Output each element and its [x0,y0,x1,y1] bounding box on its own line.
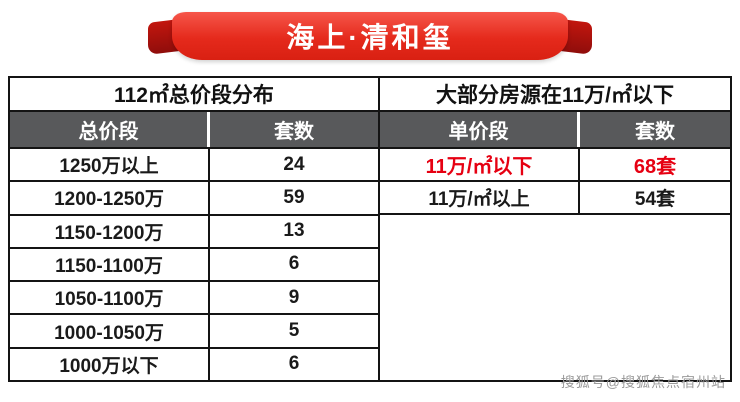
unit-price-table-body: 11万/㎡以下 68套 11万/㎡以上 54套 [380,149,730,380]
table-row: 11万/㎡以上 54套 [380,182,730,215]
table-row: 1050-1100万 9 [10,282,378,316]
total-price-table-body: 1250万以上 24 1200-1250万 59 1150-1200万 13 1… [10,149,378,380]
total-price-table-title: 112㎡总价段分布 [10,78,378,112]
price-range-cell: 1150-1100万 [10,248,210,281]
column-header-unit-price-range: 单价段 [380,112,580,147]
ribbon-center: 海上·清和玺 [172,12,568,60]
count-cell: 6 [288,353,300,375]
count-cell: 9 [288,286,300,308]
price-tables: 112㎡总价段分布 总价段 套数 1250万以上 24 1200-1250万 5… [8,76,732,382]
column-header-total-price-range: 总价段 [10,112,210,147]
column-header-total-price-count: 套数 [210,112,378,147]
table-row-highlighted: 11万/㎡以下 68套 [380,149,730,182]
table-row: 1200-1250万 59 [10,182,378,216]
unit-price-table: 大部分房源在11万/㎡以下 单价段 套数 11万/㎡以下 68套 11万/㎡以上… [380,78,730,380]
unit-price-range-cell: 11万/㎡以下 [380,149,580,180]
unit-price-range-cell: 11万/㎡以上 [380,182,580,213]
page-title: 海上·清和玺 [286,22,454,53]
table-row: 1250万以上 24 [10,149,378,183]
count-cell: 13 [283,220,305,242]
price-range-cell: 1000万以下 [10,348,210,380]
price-range-cell: 1250万以上 [10,149,210,181]
table-row: 1150-1200万 13 [10,215,378,249]
unit-price-column-header: 单价段 套数 [380,112,730,149]
count-cell: 59 [283,186,305,208]
count-cell: 54套 [634,189,676,210]
total-price-table: 112㎡总价段分布 总价段 套数 1250万以上 24 1200-1250万 5… [10,78,380,380]
table-row: 1000万以下 6 [10,348,378,380]
price-range-cell: 1000-1050万 [10,315,210,347]
table-row: 1000-1050万 5 [10,315,378,349]
column-header-unit-price-count: 套数 [580,112,730,147]
count-cell: 24 [283,153,305,175]
empty-table-area [380,215,730,380]
price-range-cell: 1050-1100万 [10,282,210,314]
count-cell: 68套 [633,156,677,178]
watermark: 搜狐号@搜狐焦点宿州站 [560,374,726,390]
price-range-cell: 1200-1250万 [10,182,210,214]
price-range-cell: 1150-1200万 [10,215,210,247]
unit-price-table-title: 大部分房源在11万/㎡以下 [380,78,730,112]
count-cell: 6 [288,253,300,275]
table-row: 1150-1100万 6 [10,248,378,283]
total-price-column-header: 总价段 套数 [10,112,378,149]
title-banner: 海上·清和玺 [0,6,740,70]
count-cell: 5 [288,320,300,342]
